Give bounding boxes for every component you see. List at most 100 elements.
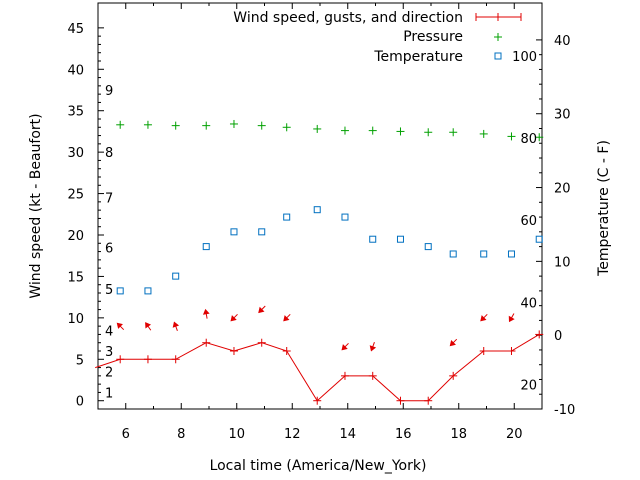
fahrenheit-label-100: 100 bbox=[512, 50, 537, 65]
wind-point-3 bbox=[171, 355, 180, 364]
wind-point-15 bbox=[507, 347, 516, 355]
pressure-point-0 bbox=[116, 120, 125, 129]
legend-sample-wind-marker bbox=[494, 13, 502, 21]
pressure-point-6 bbox=[282, 123, 291, 132]
beaufort-label-2: 2 bbox=[105, 366, 113, 381]
temperature-point-8 bbox=[341, 213, 349, 221]
pressure-point-1 bbox=[143, 120, 152, 129]
wind-point-2 bbox=[143, 355, 152, 364]
wind-arrow-3 bbox=[202, 308, 210, 319]
wind-arrow-4 bbox=[230, 313, 238, 322]
legend-sample-pressure bbox=[494, 33, 502, 41]
wind-point-12 bbox=[424, 396, 433, 405]
pressure-point-5 bbox=[257, 121, 266, 130]
x-tick-label-10: 10 bbox=[228, 427, 245, 442]
temperature-point-0 bbox=[116, 287, 124, 295]
y-tick-label-10: 10 bbox=[67, 312, 84, 327]
x-tick-label-8: 8 bbox=[177, 427, 185, 442]
wind-arrow-0 bbox=[116, 322, 125, 331]
y-tick-label-20: 20 bbox=[67, 229, 84, 244]
temperature-point-7 bbox=[313, 206, 321, 214]
pressure-point-3 bbox=[202, 121, 211, 130]
y-tick-label-15: 15 bbox=[67, 270, 84, 285]
wind-arrow-head-1 bbox=[145, 322, 152, 329]
wind-point-6 bbox=[257, 338, 266, 347]
temperature-point-15 bbox=[535, 235, 543, 243]
wind-arrow-5 bbox=[258, 305, 266, 314]
y-tick-label-45: 45 bbox=[67, 22, 84, 37]
temperature-point-14 bbox=[507, 250, 515, 258]
wind-point-14 bbox=[479, 347, 488, 355]
x-tick-label-16: 16 bbox=[395, 427, 412, 442]
wind-arrow-1 bbox=[145, 322, 152, 331]
temperature-point-13 bbox=[480, 250, 488, 258]
wind-arrow-head-7 bbox=[341, 344, 348, 351]
legend-label-temperature: Temperature bbox=[373, 49, 463, 65]
pressure-point-12 bbox=[449, 128, 458, 137]
y2-tick-label-10: 10 bbox=[554, 255, 571, 270]
pressure-point-14 bbox=[507, 132, 516, 141]
beaufort-label-9: 9 bbox=[105, 84, 113, 99]
y2-tick-label-0: 0 bbox=[554, 329, 562, 344]
y2-axis-title: Temperature (C - F) bbox=[596, 140, 612, 277]
legend: Wind speed, gusts, and direction Pressur… bbox=[233, 10, 522, 65]
wind-arrow-head-3 bbox=[202, 308, 210, 315]
wind-arrow-head-9 bbox=[449, 339, 456, 347]
legend-sample-temperature bbox=[494, 52, 502, 60]
temperature-point-5 bbox=[258, 228, 266, 236]
temperature-point-11 bbox=[424, 243, 432, 251]
wind-arrow-head-11 bbox=[508, 315, 515, 323]
fahrenheit-label-80: 80 bbox=[520, 132, 537, 147]
x-tick-label-6: 6 bbox=[122, 427, 130, 442]
wind-arrow-head-8 bbox=[369, 345, 377, 352]
beaufort-label-1: 1 bbox=[105, 386, 113, 401]
y2-tick-label-20: 20 bbox=[554, 182, 571, 197]
y-tick-label-0: 0 bbox=[76, 395, 84, 410]
temperature-point-6 bbox=[283, 213, 291, 221]
pressure-point-4 bbox=[229, 119, 238, 128]
temperature-point-4 bbox=[230, 228, 238, 236]
ticks-layer bbox=[98, 3, 542, 410]
pressure-point-11 bbox=[424, 128, 433, 137]
x-axis-title: Local time (America/New_York) bbox=[210, 458, 427, 474]
pressure-point-13 bbox=[479, 129, 488, 138]
fahrenheit-label-20: 20 bbox=[520, 379, 537, 394]
y-tick-label-35: 35 bbox=[67, 105, 84, 120]
x-tick-label-14: 14 bbox=[339, 427, 356, 442]
wind-arrow-8 bbox=[369, 341, 377, 352]
fahrenheit-label-60: 60 bbox=[520, 214, 537, 229]
wind-speed-line bbox=[95, 333, 540, 402]
wind-point-8 bbox=[313, 396, 322, 405]
pressure-point-15 bbox=[535, 133, 544, 142]
legend-label-pressure: Pressure bbox=[403, 29, 463, 45]
series-layer bbox=[95, 119, 544, 405]
y-tick-label-25: 25 bbox=[67, 188, 84, 203]
beaufort-label-8: 8 bbox=[105, 146, 113, 161]
wind-point-7 bbox=[282, 347, 291, 355]
plot-frame bbox=[97, 2, 543, 410]
wind-arrow-11 bbox=[508, 313, 515, 323]
temperature-point-2 bbox=[172, 272, 180, 280]
wind-arrow-head-5 bbox=[258, 306, 265, 314]
wind-arrow-head-4 bbox=[230, 315, 237, 322]
wind-point-1 bbox=[116, 355, 125, 364]
y2-tick-label--10: -10 bbox=[554, 403, 575, 418]
beaufort-label-4: 4 bbox=[105, 324, 113, 339]
y-tick-label-30: 30 bbox=[67, 146, 84, 161]
wind-point-11 bbox=[396, 396, 405, 405]
pressure-point-2 bbox=[171, 121, 180, 130]
temperature-point-9 bbox=[369, 235, 377, 243]
x-tick-label-18: 18 bbox=[450, 427, 467, 442]
wind-arrow-7 bbox=[341, 342, 349, 351]
y-tick-label-5: 5 bbox=[76, 353, 84, 368]
wind-arrow-head-10 bbox=[480, 315, 487, 322]
wind-point-9 bbox=[340, 371, 349, 380]
legend-label-wind: Wind speed, gusts, and direction bbox=[233, 10, 463, 26]
beaufort-label-7: 7 bbox=[105, 192, 113, 207]
wind-arrow-head-6 bbox=[283, 315, 290, 322]
beaufort-label-5: 5 bbox=[105, 283, 113, 298]
wind-point-16 bbox=[535, 330, 544, 339]
x-tick-label-20: 20 bbox=[506, 427, 523, 442]
pressure-point-10 bbox=[396, 127, 405, 136]
